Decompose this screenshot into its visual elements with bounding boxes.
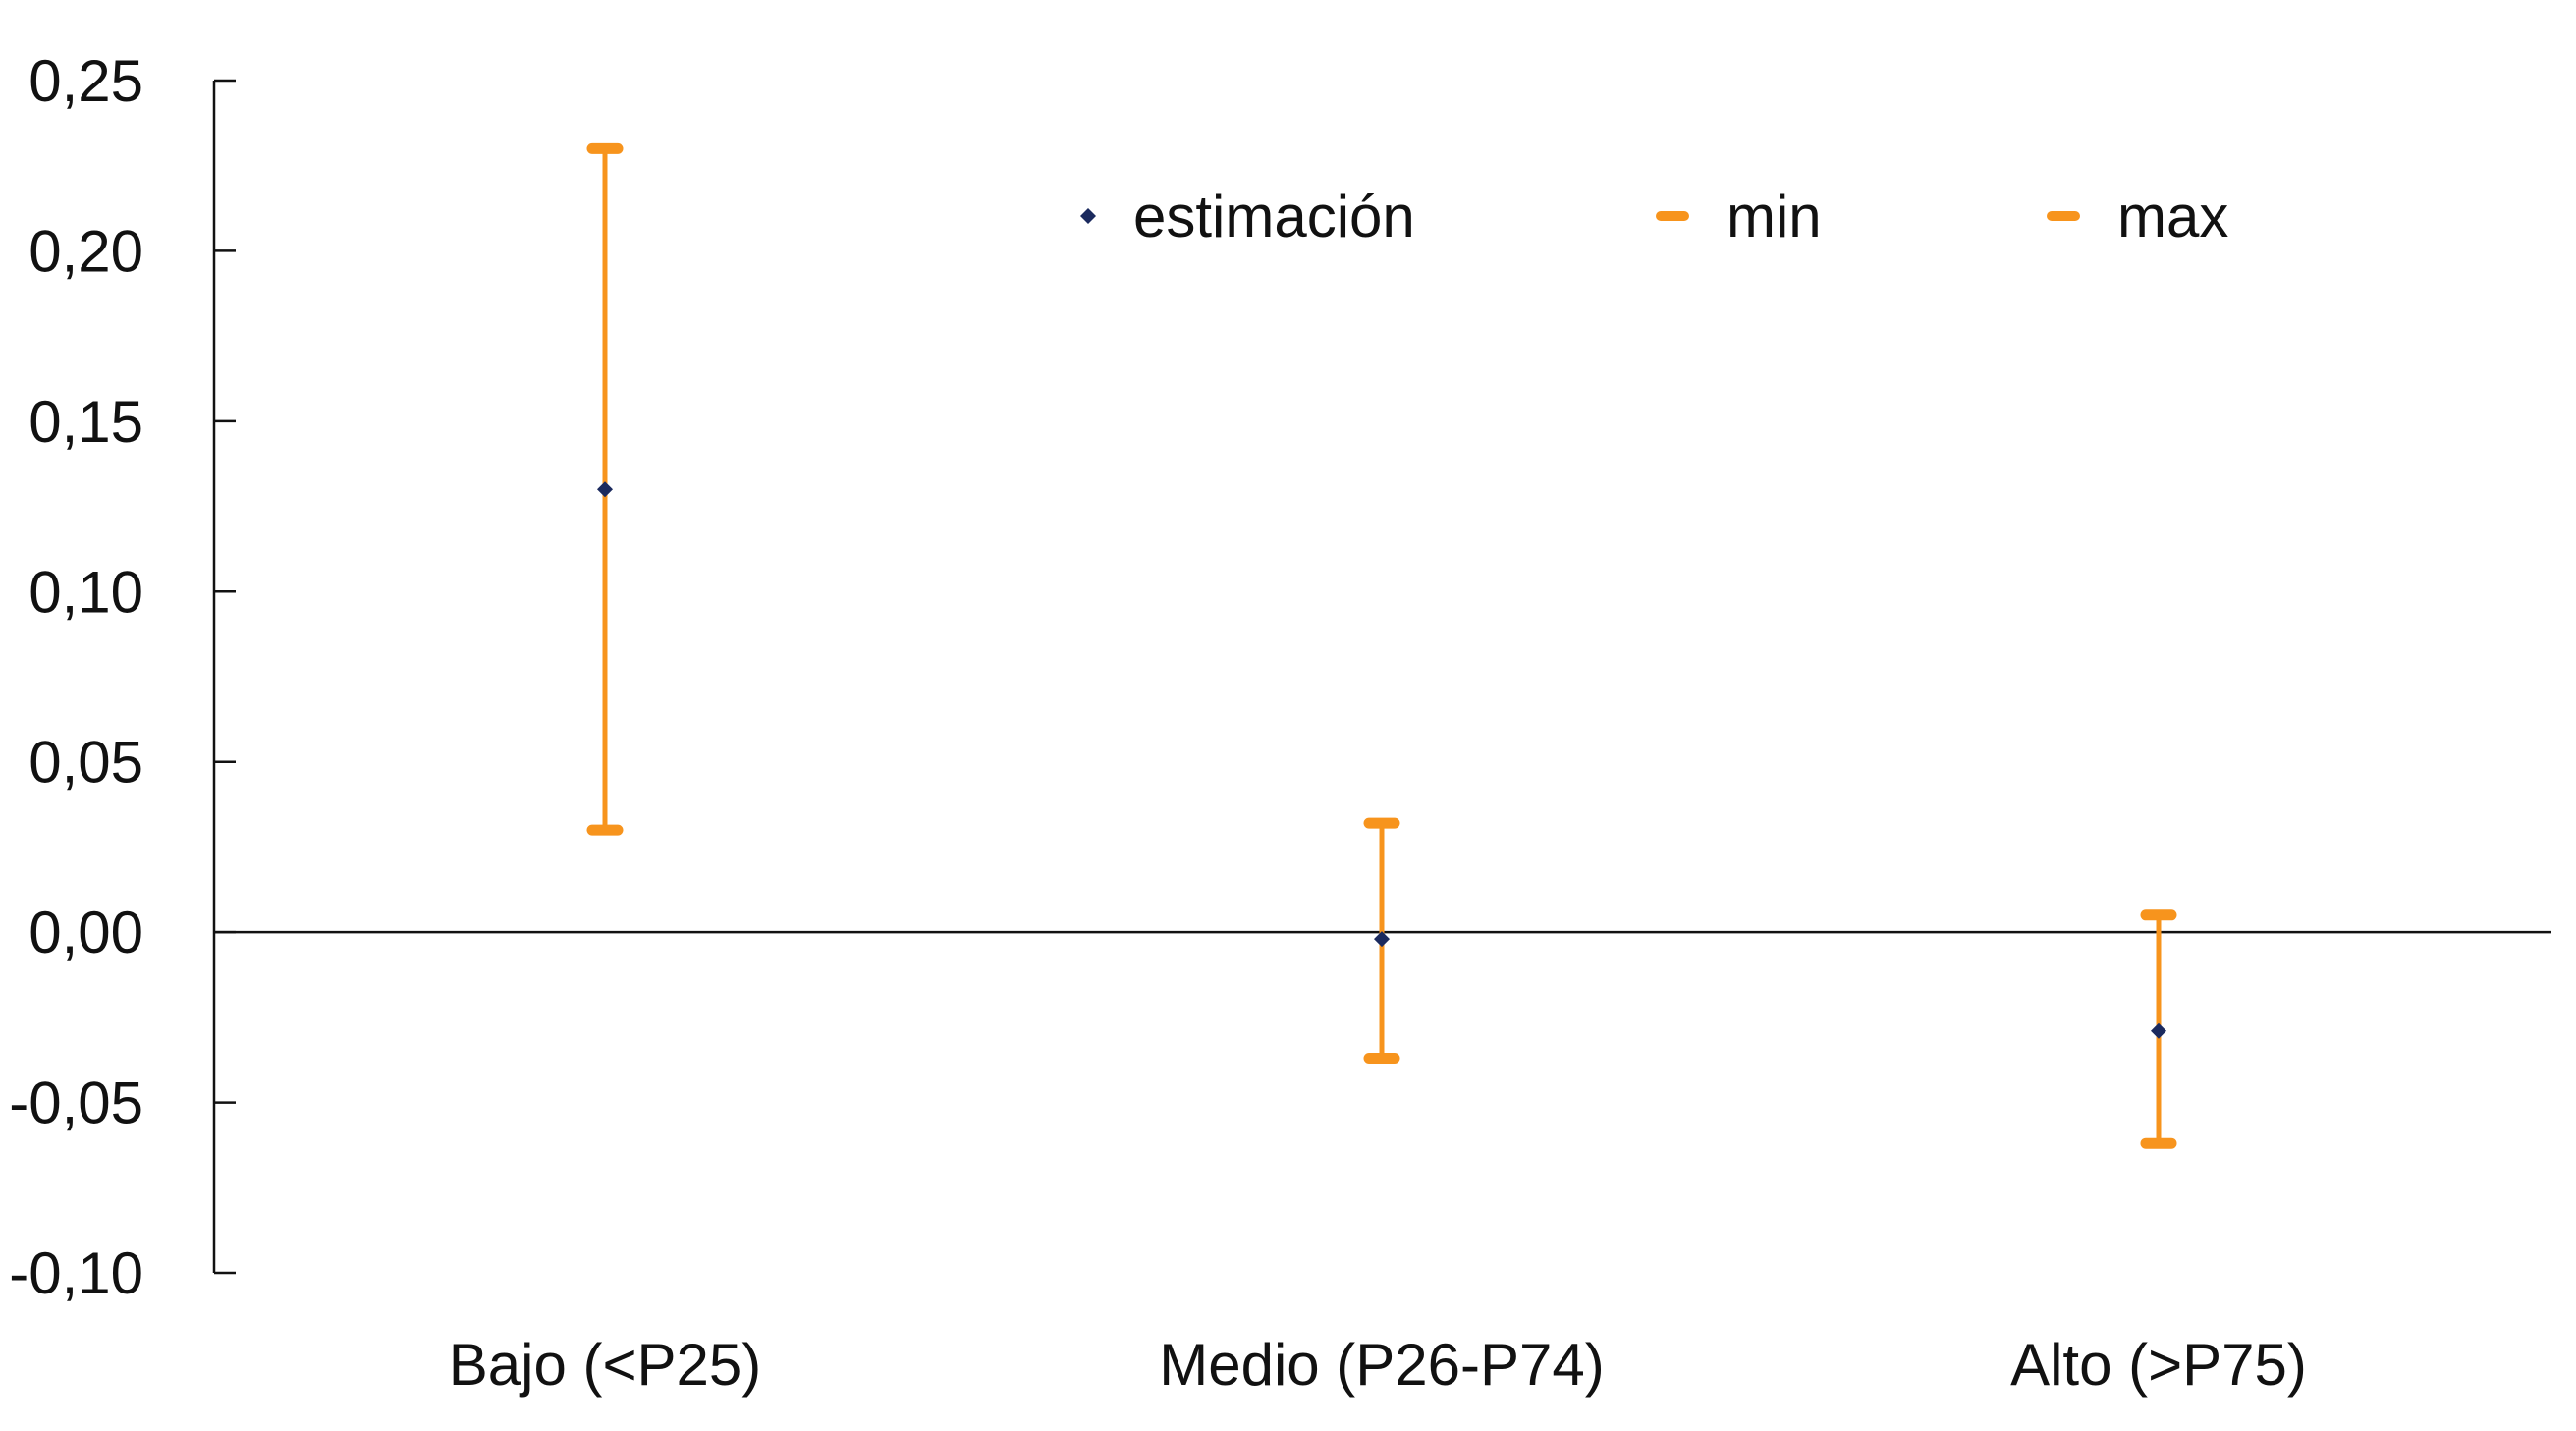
y-tick-label: 0,05 — [28, 730, 143, 796]
legend: estimación min max — [1080, 184, 2228, 249]
y-tick-label: -0,10 — [9, 1240, 143, 1306]
y-tick-label: 0,10 — [28, 559, 143, 625]
data-points — [597, 481, 2166, 1039]
x-category-label: Medio (P26-P74) — [1159, 1332, 1605, 1398]
y-ticks: 0,25 0,20 0,15 0,10 0,05 0,00 -0,05 -0,10 — [9, 48, 236, 1306]
legend-min-label: min — [1726, 184, 1822, 249]
legend-estimate-marker — [1080, 208, 1096, 224]
y-tick-label: -0,05 — [9, 1071, 143, 1136]
y-tick-label: 0,20 — [28, 218, 143, 284]
legend-estimate-label: estimación — [1133, 184, 1415, 249]
estimate-point — [597, 481, 613, 498]
y-tick-label: 0,00 — [28, 900, 143, 965]
x-category-labels: Bajo (<P25) Medio (P26-P74) Alto (>P75) — [449, 1332, 2307, 1398]
error-bars — [586, 142, 2177, 1149]
estimate-point — [1374, 931, 1390, 948]
estimate-point — [2151, 1022, 2166, 1039]
legend-max-label: max — [2117, 184, 2228, 249]
axes — [212, 81, 2551, 1273]
y-tick-label: 0,25 — [28, 48, 143, 114]
y-tick-label: 0,15 — [28, 389, 143, 455]
x-category-label: Alto (>P75) — [2010, 1332, 2307, 1398]
x-category-label: Bajo (<P25) — [449, 1332, 762, 1398]
